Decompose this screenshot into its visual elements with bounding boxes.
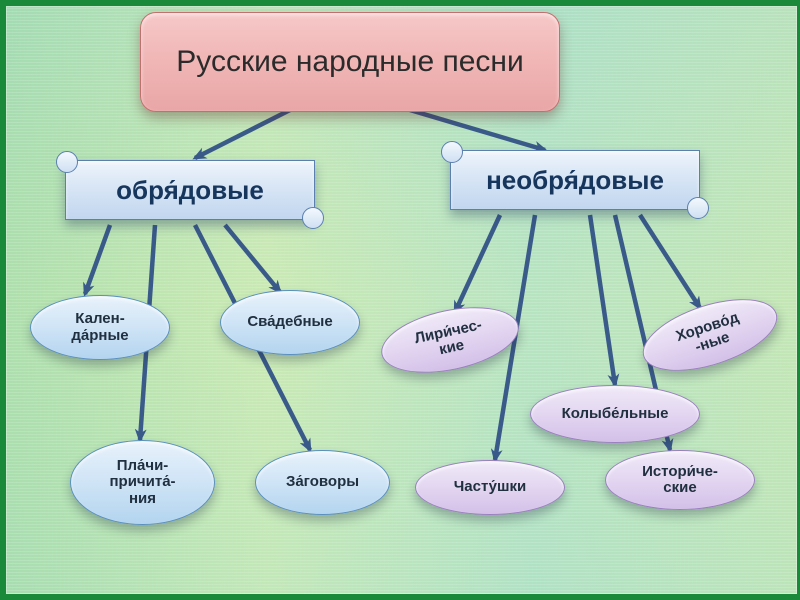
leaf-istoricheskie: Истори́че- ские (605, 450, 755, 510)
leaf-plachi-label: Пла́чи- причита́- ния (109, 458, 175, 508)
leaf-chastushki-label: Часту́шки (454, 479, 527, 496)
leaf-kalendarnye-label: Кален- да́рные (71, 311, 128, 344)
leaf-horovodnye-label: Хорово́д -ные (674, 309, 746, 360)
category-right-label: необря́довые (486, 165, 664, 196)
leaf-kolybelnye-label: Колыбе́льные (562, 406, 669, 423)
leaf-liricheskie-label: Лири́чес- кие (413, 317, 487, 363)
leaf-plachi: Пла́чи- причита́- ния (70, 440, 215, 525)
category-left: обря́довые (65, 160, 315, 220)
leaf-istoricheskie-label: Истори́че- ские (642, 464, 718, 497)
category-left-label: обря́довые (116, 175, 264, 206)
category-right: необря́довые (450, 150, 700, 210)
leaf-svadebnye-label: Сва́дебные (247, 314, 332, 331)
root-title-text: Русские народные песни (176, 45, 523, 80)
leaf-zagovory-label: За́говоры (286, 474, 359, 491)
leaf-kalendarnye: Кален- да́рные (30, 295, 170, 360)
leaf-chastushki: Часту́шки (415, 460, 565, 515)
leaf-zagovory: За́говоры (255, 450, 390, 515)
leaf-svadebnye: Сва́дебные (220, 290, 360, 355)
root-title: Русские народные песни (140, 12, 560, 112)
leaf-kolybelnye: Колыбе́льные (530, 385, 700, 443)
